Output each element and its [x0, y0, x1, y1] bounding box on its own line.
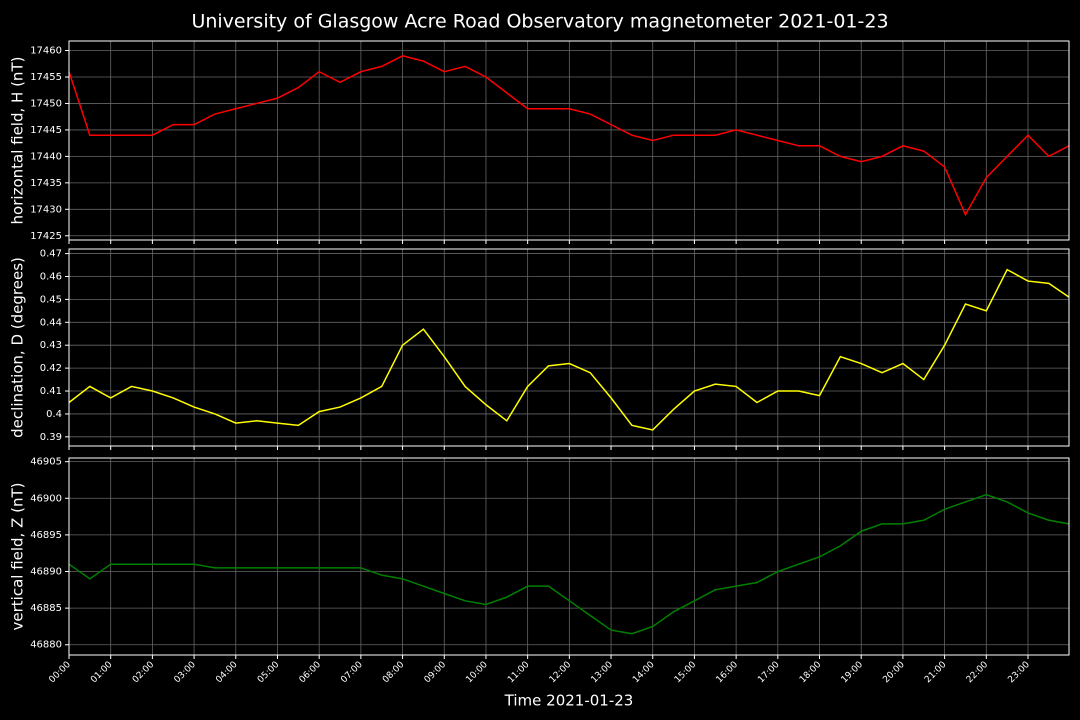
y-tick-label: 0.42 — [40, 363, 62, 374]
y-tick-label: 0.46 — [40, 271, 62, 282]
chart-title: University of Glasgow Acre Road Observat… — [191, 11, 888, 33]
y-tick-label: 46885 — [30, 603, 62, 614]
y-tick-label: 46880 — [30, 640, 62, 651]
data-line — [68, 493, 1070, 635]
y-tick-label: 46900 — [30, 493, 62, 504]
y-tick-label: 0.47 — [40, 249, 62, 260]
y-tick-label: 0.41 — [40, 386, 62, 397]
y-tick-label: 0.44 — [40, 317, 62, 328]
y-tick-label: 17430 — [30, 204, 62, 215]
y-axis-label: vertical field, Z (nT) — [9, 482, 27, 630]
y-axis-label: declination, D (degrees) — [9, 257, 27, 438]
axes-frame — [68, 40, 1070, 241]
y-tick-label: 46895 — [30, 530, 62, 541]
y-tick-label: 17440 — [30, 151, 62, 162]
y-tick-label: 17425 — [30, 231, 62, 242]
axes-frame — [68, 457, 1070, 656]
x-axis-label: Time 2021-01-23 — [504, 692, 634, 710]
y-axis-label: horizontal field, H (nT) — [9, 57, 27, 225]
y-tick-label: 17435 — [30, 178, 62, 189]
y-tick-label: 46890 — [30, 567, 62, 578]
y-tick-label: 17445 — [30, 125, 62, 136]
y-tick-label: 0.45 — [40, 294, 62, 305]
y-tick-label: 17450 — [30, 98, 62, 109]
y-tick-label: 0.4 — [46, 409, 62, 420]
data-line — [68, 268, 1070, 431]
y-tick-label: 0.39 — [40, 432, 62, 443]
y-tick-label: 0.43 — [40, 340, 62, 351]
axes-frame — [68, 248, 1070, 447]
y-tick-label: 17455 — [30, 72, 62, 83]
y-tick-label: 17460 — [30, 46, 62, 57]
data-line — [68, 55, 1070, 217]
y-tick-label: 46905 — [30, 457, 62, 468]
